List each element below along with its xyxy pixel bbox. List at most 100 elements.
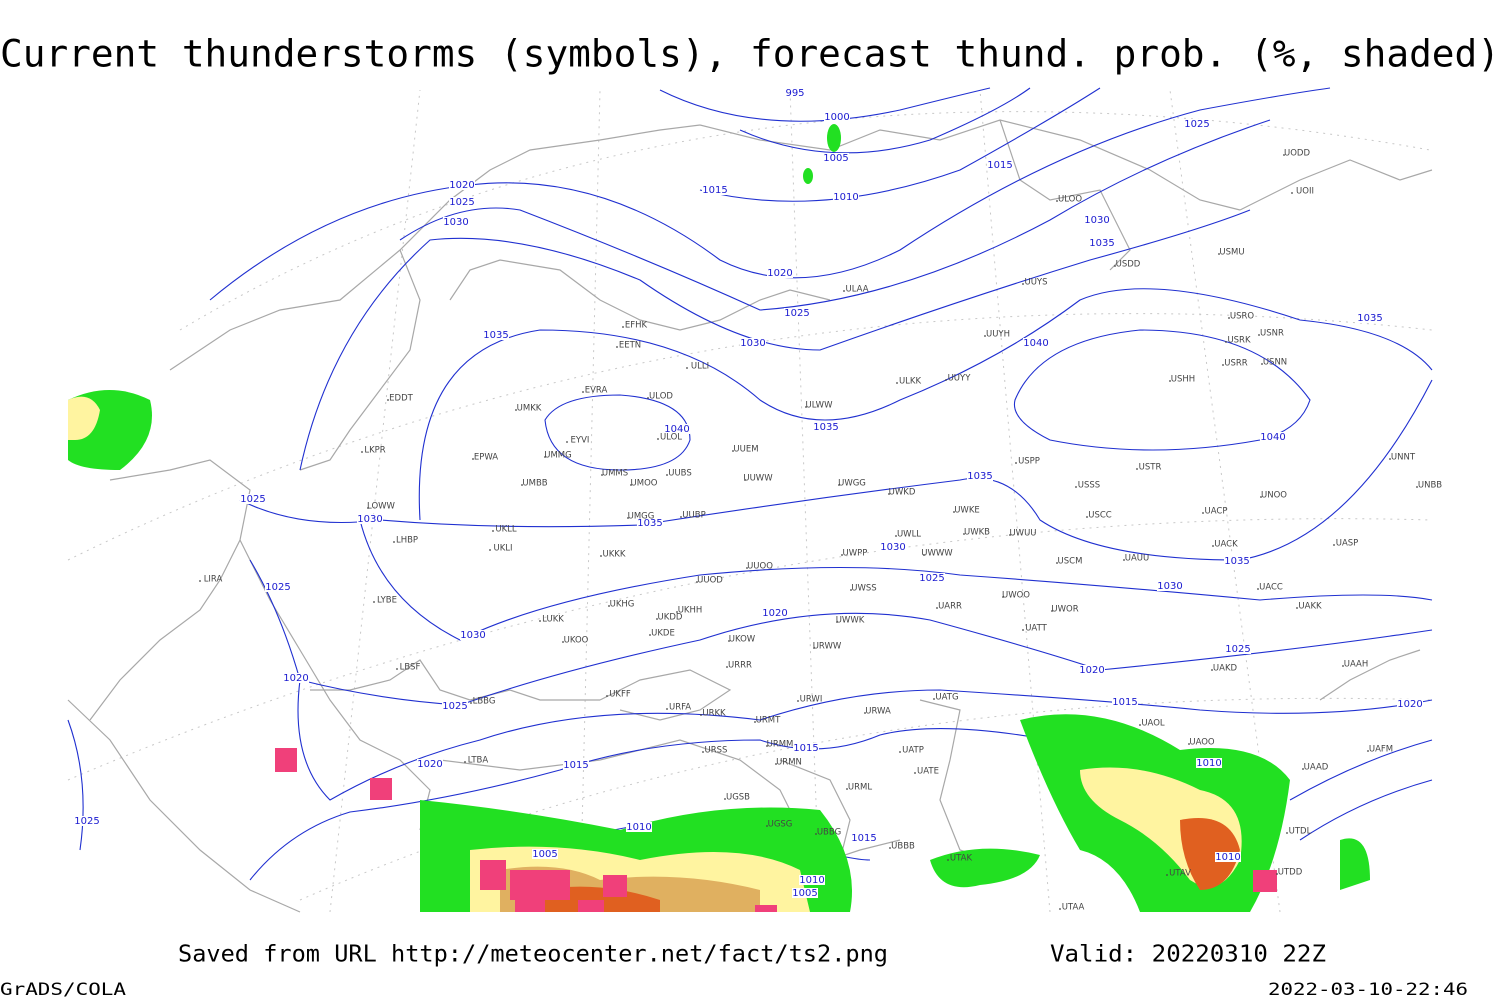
station-dot	[649, 634, 651, 636]
label-backdrop	[1397, 699, 1423, 709]
station-code: UMKK	[517, 404, 542, 414]
isobar-label: 1040	[664, 424, 689, 435]
station-code: ULOD	[649, 392, 673, 402]
station-code: URSS	[705, 746, 728, 756]
station-dot	[1389, 458, 1391, 460]
station-dot	[1056, 562, 1058, 564]
station-code: USCC	[1088, 511, 1112, 521]
label-backdrop	[417, 759, 443, 769]
station-dot	[744, 479, 746, 481]
station-dot	[622, 326, 624, 328]
station-code: UTAK	[950, 854, 973, 864]
station-dot	[1188, 743, 1190, 745]
station-dot	[1367, 750, 1369, 752]
map-area: 995 1000 1005 1010 1015 1015 1020 1025 1030 1025 1…	[67, 87, 1442, 913]
station-dot	[1212, 545, 1214, 547]
isobar-label: 1030	[1084, 215, 1109, 226]
station-dot	[746, 567, 748, 569]
isobar-label: 1030	[443, 217, 468, 228]
station-dot	[1218, 253, 1220, 255]
station-code: URML	[848, 783, 872, 793]
station-dot	[1202, 512, 1204, 514]
station-dot	[815, 833, 817, 835]
station-code: EYVI	[571, 436, 590, 446]
label-backdrop	[240, 494, 266, 504]
timestamp: 2022-03-10-22:46	[1268, 980, 1468, 1000]
label-backdrop	[987, 160, 1013, 170]
storm-symbol	[480, 860, 506, 890]
station-dot	[933, 698, 935, 700]
station-dot	[754, 721, 756, 723]
isobar-label: 1020	[762, 608, 787, 619]
label-backdrop	[664, 424, 690, 434]
station-code: ULOO	[1058, 195, 1082, 205]
isobar-label: 1025	[74, 816, 99, 827]
station-code: ULKK	[899, 377, 922, 387]
isobar-label: 1020	[1397, 699, 1422, 710]
label-backdrop	[813, 422, 839, 432]
station-dot	[472, 458, 474, 460]
station-code: UNOO	[1261, 491, 1287, 501]
label-backdrop	[784, 308, 810, 318]
station-code: UUEM	[733, 445, 758, 455]
station-dot	[1416, 486, 1418, 488]
label-backdrop	[1184, 119, 1210, 129]
station-dot	[1291, 192, 1293, 194]
station-dot	[361, 451, 363, 453]
station-dot	[627, 517, 629, 519]
station-code: LBBG	[473, 697, 496, 707]
station-dot	[797, 700, 799, 702]
prob-area	[827, 124, 841, 152]
isobar-label: 1020	[1079, 665, 1104, 676]
station-code: UKHH	[678, 606, 703, 616]
label-backdrop	[1023, 338, 1049, 348]
station-dot	[702, 751, 704, 753]
station-code: UWWK	[836, 616, 865, 626]
isobar-label: 1030	[357, 514, 382, 525]
station-dot	[945, 379, 947, 381]
station-dot	[766, 745, 768, 747]
station-dot	[1123, 559, 1125, 561]
station-dot	[582, 391, 584, 393]
station-code: UTAA	[1062, 903, 1085, 913]
station-dot	[656, 618, 658, 620]
station-code: USTR	[1139, 463, 1162, 473]
label-backdrop	[442, 701, 468, 711]
label-backdrop	[740, 338, 766, 348]
station-dot	[544, 456, 546, 458]
station-code: UAOO	[1189, 738, 1215, 748]
station-dot	[373, 601, 375, 603]
station-dot	[846, 788, 848, 790]
station-code: ULOL	[660, 433, 682, 443]
station-dot	[700, 714, 702, 716]
station-dot	[841, 554, 843, 556]
station-code: UBBG	[817, 828, 841, 838]
isobar-label: 1020	[283, 673, 308, 684]
label-backdrop	[443, 217, 469, 227]
station-code: UKKK	[603, 550, 626, 560]
station-code: URMT	[756, 716, 781, 726]
station-code: UACC	[1259, 583, 1283, 593]
storm-symbol	[370, 778, 392, 800]
station-dot	[680, 516, 682, 518]
station-code: UUOD	[697, 576, 723, 586]
station-dot	[647, 397, 649, 399]
station-code: UACP	[1205, 507, 1228, 517]
station-dot	[1075, 486, 1077, 488]
station-dot	[566, 441, 568, 443]
station-dot	[616, 346, 618, 348]
station-code: EFHK	[625, 321, 648, 331]
station-dot	[515, 409, 517, 411]
label-backdrop	[1157, 581, 1183, 591]
station-code: UWPP	[843, 549, 868, 559]
label-backdrop	[265, 582, 291, 592]
label-backdrop	[449, 180, 475, 190]
station-code: UATT	[1025, 624, 1047, 634]
label-backdrop	[1196, 758, 1222, 768]
station-code: UODD	[1284, 149, 1310, 159]
station-dot	[1211, 669, 1213, 671]
credit: GrADS/COLA	[0, 980, 126, 1000]
station-dot	[199, 580, 201, 582]
isobar-label: 1020	[449, 180, 474, 191]
station-dot	[864, 712, 866, 714]
